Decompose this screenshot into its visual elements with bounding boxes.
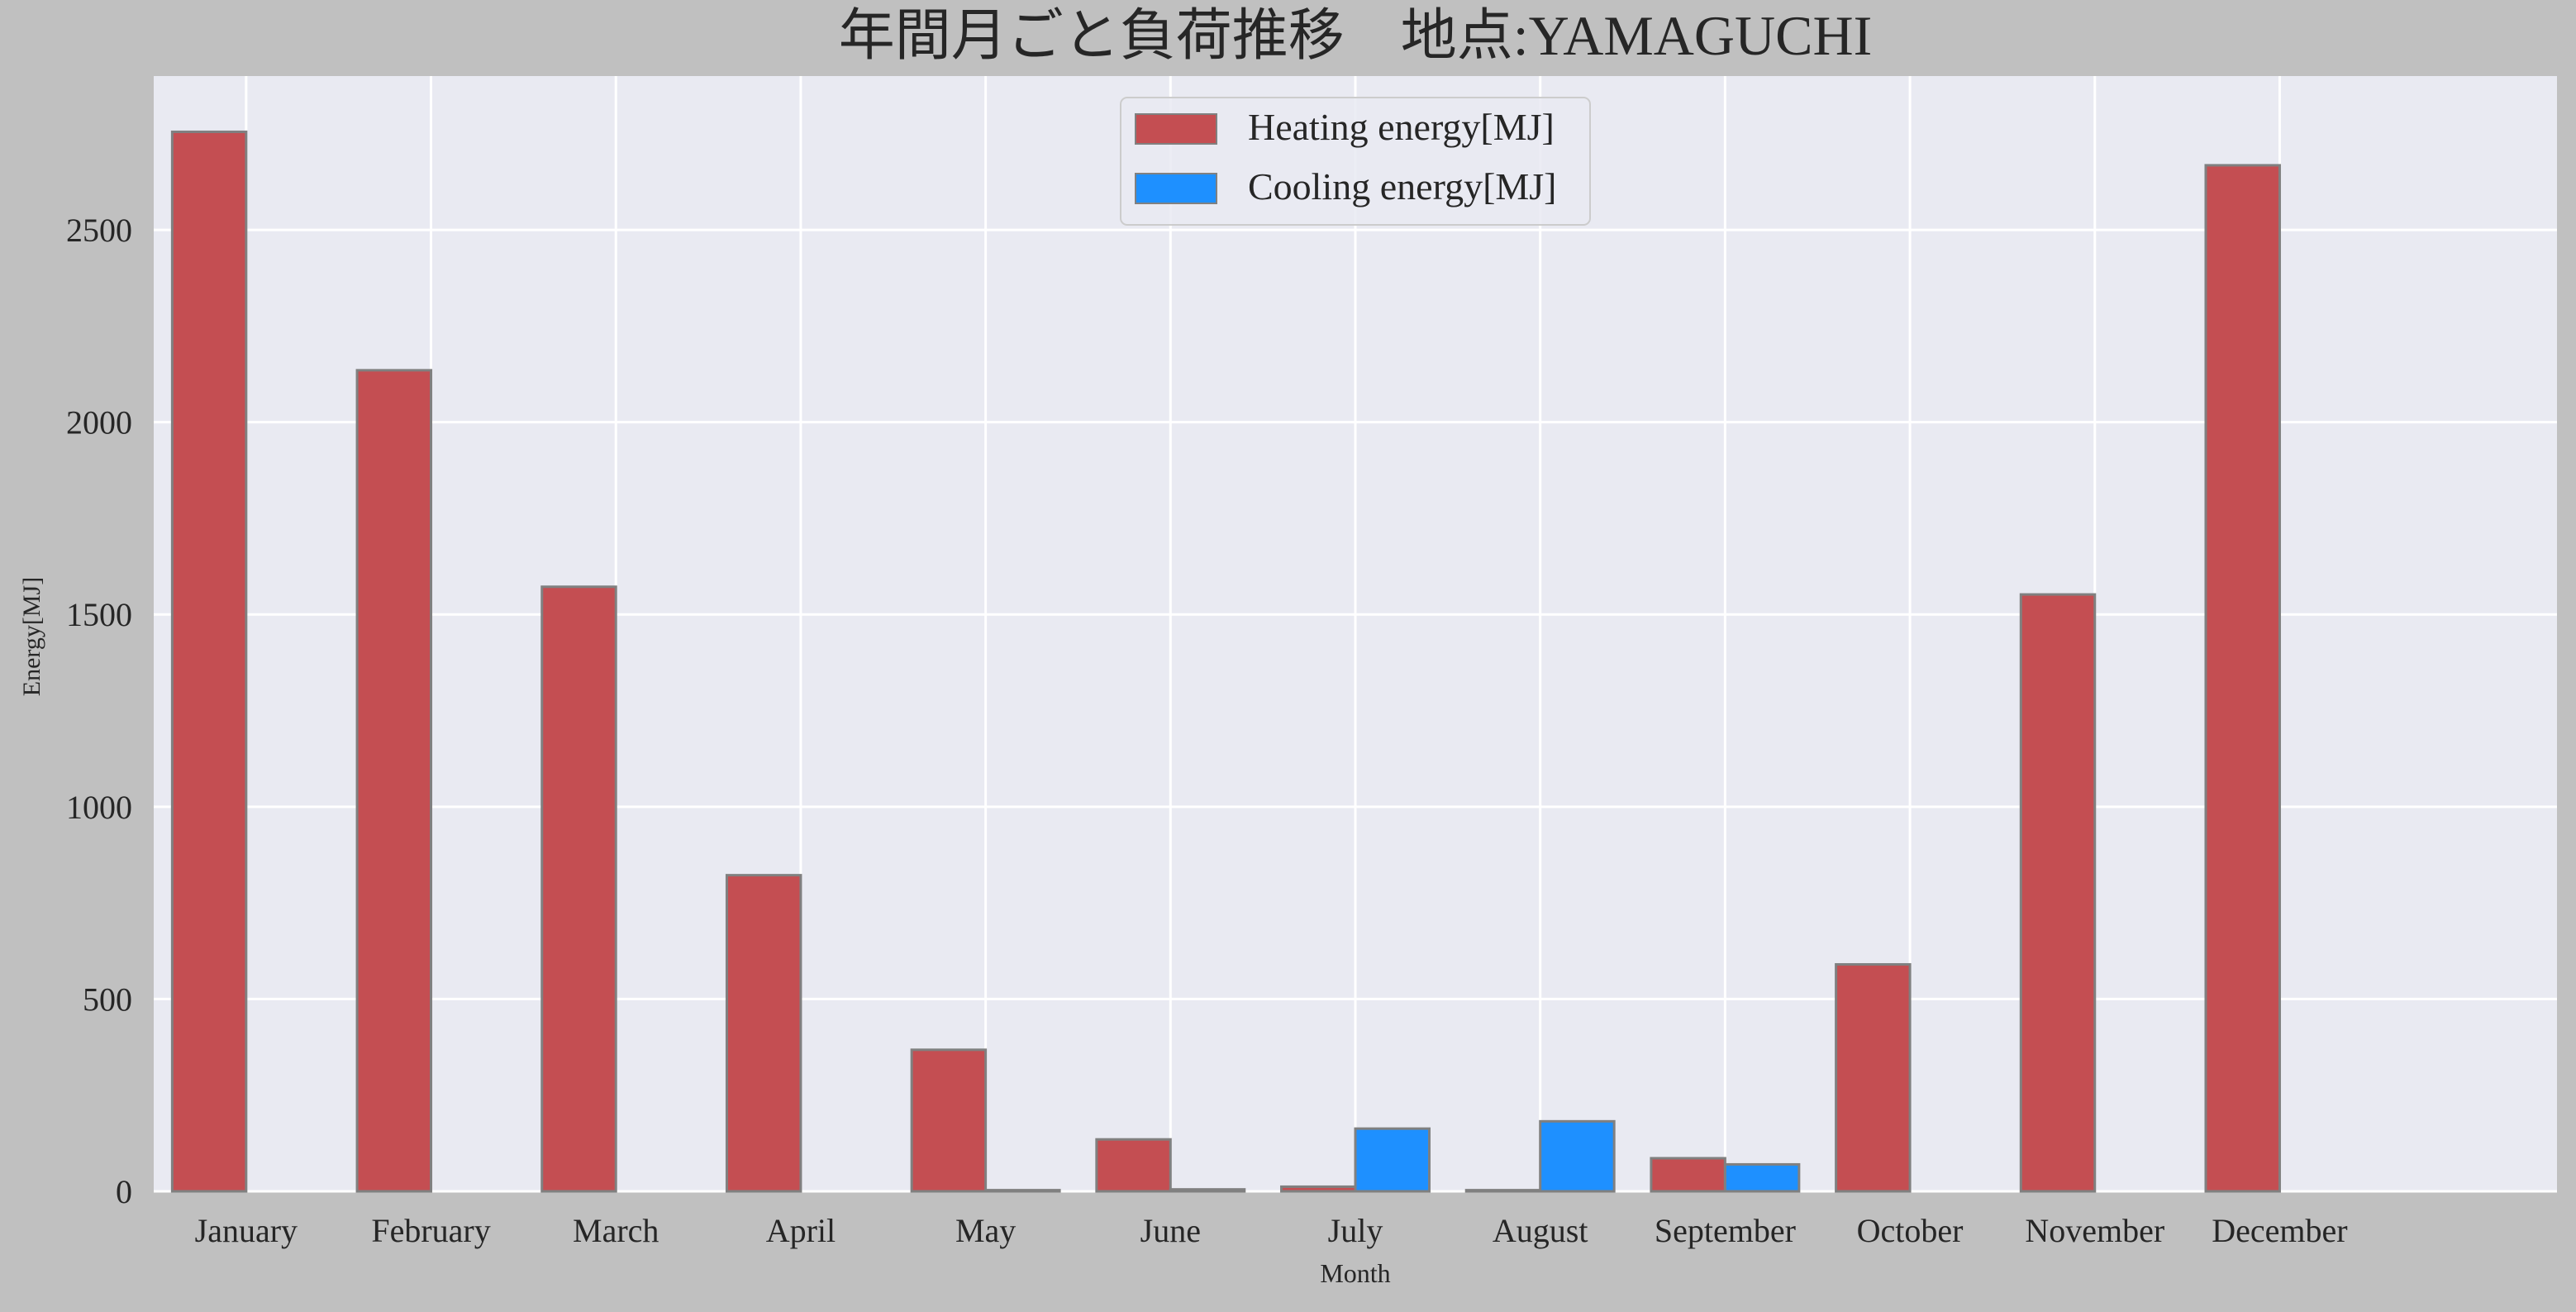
cooling-bar-june: [1169, 1188, 1246, 1193]
bars: [170, 130, 2281, 1193]
heating-bar-december: [2204, 164, 2281, 1193]
heating-bar-february: [355, 369, 433, 1193]
y-tick-label: 1500: [66, 596, 132, 633]
x-tick-label: April: [766, 1212, 836, 1249]
x-tick-label: June: [1140, 1212, 1201, 1249]
legend-swatch-heating: [1135, 113, 1217, 145]
x-tick-label: March: [573, 1212, 659, 1249]
legend-label-cooling: Cooling energy[MJ]: [1248, 165, 1557, 208]
legend: Heating energy[MJ] Cooling energy[MJ]: [1120, 97, 1591, 226]
heating-bar-may: [910, 1048, 988, 1193]
cooling-bar-july: [1354, 1127, 1431, 1193]
x-tick-label: February: [371, 1212, 490, 1249]
heating-bar-march: [540, 585, 617, 1193]
heating-bar-november: [2019, 593, 2097, 1193]
x-tick-label: November: [2025, 1212, 2164, 1249]
x-tick-label: May: [955, 1212, 1016, 1249]
legend-box: [1120, 97, 1591, 226]
x-tick-label: August: [1493, 1212, 1588, 1249]
heating-bar-june: [1095, 1138, 1172, 1193]
x-axis-label: Month: [1320, 1258, 1390, 1288]
y-tick-label: 0: [116, 1173, 132, 1210]
y-tick-label: 1000: [66, 789, 132, 826]
heating-bar-october: [1835, 963, 1912, 1193]
heating-bar-january: [170, 130, 248, 1193]
x-tick-label: July: [1328, 1212, 1383, 1249]
x-tick-label: January: [195, 1212, 298, 1249]
x-tick-label: September: [1655, 1212, 1796, 1249]
heating-bar-july: [1280, 1185, 1357, 1193]
legend-label-heating: Heating energy[MJ]: [1248, 106, 1555, 148]
x-tick-label: December: [2212, 1212, 2347, 1249]
cooling-bar-september: [1723, 1162, 1801, 1193]
heating-bar-april: [725, 874, 802, 1193]
chart-title: 年間月ごと負荷推移 地点:YAMAGUCHI: [839, 4, 1872, 67]
x-tick-label: October: [1857, 1212, 1964, 1249]
y-tick-label: 2000: [66, 404, 132, 441]
cooling-bar-august: [1539, 1119, 1616, 1193]
y-tick-label: 500: [83, 980, 132, 1018]
heating-bar-september: [1650, 1157, 1726, 1193]
y-tick-label: 2500: [66, 212, 132, 249]
heating-bar-august: [1464, 1189, 1542, 1193]
cooling-bar-may: [984, 1189, 1061, 1193]
legend-swatch-cooling: [1135, 173, 1217, 204]
x-tick-labels: January February March April May June July Augu…: [195, 1212, 2348, 1249]
y-tick-labels: 0 500 1000 1500 2000 2500: [66, 212, 132, 1210]
y-axis-label: Energy[MJ]: [18, 577, 45, 696]
